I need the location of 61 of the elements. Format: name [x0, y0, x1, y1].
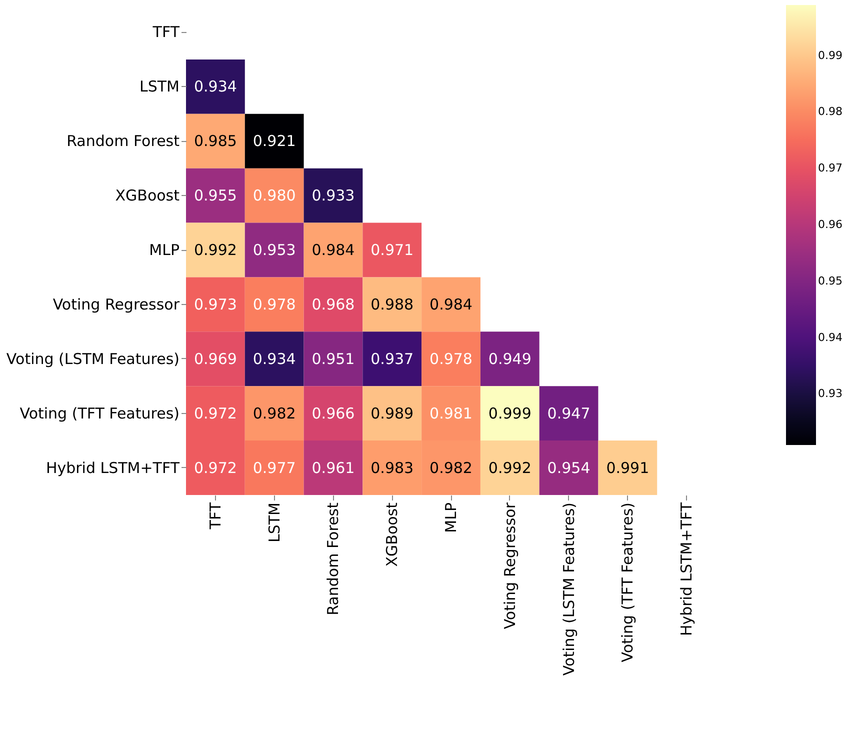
y-tick-label: Voting Regressor — [52, 295, 180, 314]
data-label: 0.955 — [194, 186, 237, 205]
data-label: 0.991 — [606, 458, 650, 477]
data-label: 0.933 — [312, 186, 355, 205]
data-label: 0.984 — [430, 295, 472, 314]
color-bar-label: 0.99 — [818, 48, 842, 62]
data-label: 0.961 — [312, 458, 355, 477]
x-tick-label: MLP — [442, 502, 460, 533]
data-label: 0.921 — [252, 132, 296, 150]
data-label: 0.951 — [312, 350, 355, 368]
y-tick-label: Voting (LSTM Features) — [6, 350, 180, 368]
x-tick-label: TFT — [206, 502, 224, 530]
color-bar-label: 0.93 — [818, 387, 842, 400]
y-tick-label: Voting (TFT Features) — [20, 404, 180, 422]
y-tick-label: Random Forest — [66, 132, 180, 150]
data-label: 0.982 — [430, 458, 472, 477]
x-tick-label: Random Forest — [324, 502, 342, 616]
data-label: 0.992 — [194, 241, 237, 259]
y-tick-label: XGBoost — [115, 186, 180, 205]
data-label: 0.978 — [252, 295, 296, 314]
x-tick-label: XGBoost — [383, 502, 402, 567]
data-label: 0.978 — [430, 350, 472, 368]
data-label: 0.969 — [194, 350, 237, 368]
data-label: 0.999 — [488, 404, 532, 422]
color-bar-label: 0.96 — [818, 218, 842, 231]
data-label: 0.966 — [312, 404, 355, 422]
data-label: 0.977 — [252, 458, 296, 477]
data-label: 0.988 — [370, 295, 414, 314]
color-bar-label: 0.94 — [818, 330, 842, 344]
data-label: 0.981 — [430, 404, 472, 422]
data-label: 0.954 — [547, 458, 590, 477]
y-tick-label: LSTM — [140, 78, 180, 96]
data-label: 0.984 — [312, 241, 355, 259]
data-label: 0.972 — [194, 404, 237, 422]
y-tick-label: TFT — [152, 23, 180, 42]
data-label: 0.934 — [252, 350, 296, 368]
x-tick-label: Voting (LSTM Features) — [560, 502, 578, 676]
data-label: 0.982 — [252, 404, 296, 422]
color-bar-label: 0.97 — [818, 162, 842, 175]
data-label: 0.989 — [370, 404, 414, 422]
data-label: 0.949 — [488, 350, 532, 368]
x-tick-label: LSTM — [265, 502, 284, 542]
data-label: 0.983 — [370, 458, 414, 477]
data-label: 0.992 — [488, 458, 532, 477]
x-tick-label: Hybrid LSTM+TFT — [678, 502, 696, 636]
data-label: 0.968 — [312, 295, 355, 314]
color-bar-label: 0.98 — [818, 105, 842, 118]
data-label: 0.980 — [252, 186, 296, 205]
data-label: 0.937 — [370, 350, 414, 368]
x-tick-label: Voting (TFT Features) — [618, 502, 637, 662]
data-label: 0.972 — [194, 458, 237, 477]
data-label: 0.985 — [194, 132, 237, 150]
data-label: 0.953 — [252, 241, 296, 259]
data-label: 0.934 — [194, 78, 237, 96]
x-tick-label: Voting Regressor — [500, 502, 519, 630]
y-tick-label: Hybrid LSTM+TFT — [46, 458, 180, 477]
data-label: 0.973 — [194, 295, 237, 314]
color-bar-label: 0.95 — [818, 274, 842, 288]
data-label: 0.947 — [547, 404, 590, 422]
y-tick-label: MLP — [149, 241, 180, 259]
data-label: 0.971 — [370, 241, 414, 259]
